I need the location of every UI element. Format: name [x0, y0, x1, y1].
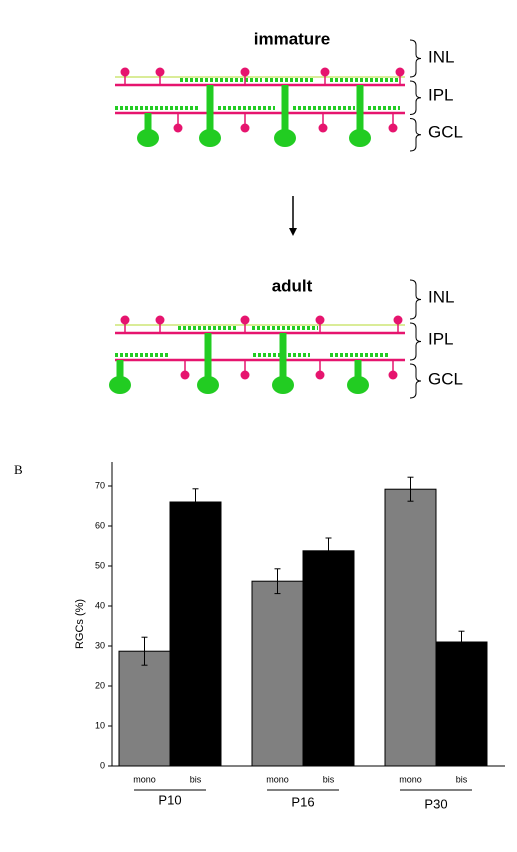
bar [384, 488, 437, 767]
soma [137, 129, 159, 147]
cell [240, 123, 250, 133]
bar-label: mono [399, 774, 422, 784]
cell [315, 370, 325, 380]
x-tick-label: P10 [158, 792, 181, 807]
x-tick-label: P16 [291, 794, 314, 809]
panel-title: immature [254, 29, 331, 48]
layer-label: IPL [428, 329, 454, 348]
x-tick-label: P30 [424, 796, 447, 811]
soma [199, 129, 221, 147]
cell [173, 123, 183, 133]
brace [409, 80, 422, 115]
y-axis-label: RGCs (%) [74, 599, 86, 649]
soma [347, 376, 369, 394]
y-tick-label: 60 [95, 520, 105, 530]
bar [435, 641, 488, 767]
y-tick-label: 0 [100, 760, 105, 770]
bar-label: bis [456, 774, 468, 784]
cell [155, 315, 165, 325]
cell [395, 67, 405, 77]
y-tick-label: 10 [95, 720, 105, 730]
cell [315, 315, 325, 325]
cell [318, 123, 328, 133]
cell [240, 315, 250, 325]
layer-label: INL [428, 287, 454, 306]
cell [388, 370, 398, 380]
bar-label: mono [266, 774, 289, 784]
cell [320, 67, 330, 77]
y-tick-label: 40 [95, 600, 105, 610]
cell [240, 67, 250, 77]
cell [240, 370, 250, 380]
layer-label: GCL [428, 122, 463, 141]
bar [169, 501, 222, 767]
brace [409, 279, 422, 320]
brace [409, 118, 422, 152]
brace [409, 39, 422, 78]
y-tick-label: 30 [95, 640, 105, 650]
layer-label: IPL [428, 85, 454, 104]
layer-label: GCL [428, 369, 463, 388]
bar-label: bis [190, 774, 202, 784]
y-tick-label: 50 [95, 560, 105, 570]
cell [155, 67, 165, 77]
cell [120, 67, 130, 77]
soma [109, 376, 131, 394]
soma [274, 129, 296, 147]
y-tick-label: 20 [95, 680, 105, 690]
bar [118, 650, 171, 767]
panel-title: adult [272, 276, 313, 295]
panel-label: B [14, 462, 23, 477]
bar-label: bis [323, 774, 335, 784]
soma [272, 376, 294, 394]
bar-label: mono [133, 774, 156, 784]
y-tick-label: 70 [95, 480, 105, 490]
cell [388, 123, 398, 133]
layer-label: INL [428, 47, 454, 66]
bar [251, 580, 304, 767]
bar [302, 550, 355, 767]
brace [409, 363, 422, 399]
soma [197, 376, 219, 394]
arrow-head [289, 228, 297, 236]
cell [393, 315, 403, 325]
soma [349, 129, 371, 147]
brace [409, 322, 422, 361]
cell [180, 370, 190, 380]
cell [120, 315, 130, 325]
